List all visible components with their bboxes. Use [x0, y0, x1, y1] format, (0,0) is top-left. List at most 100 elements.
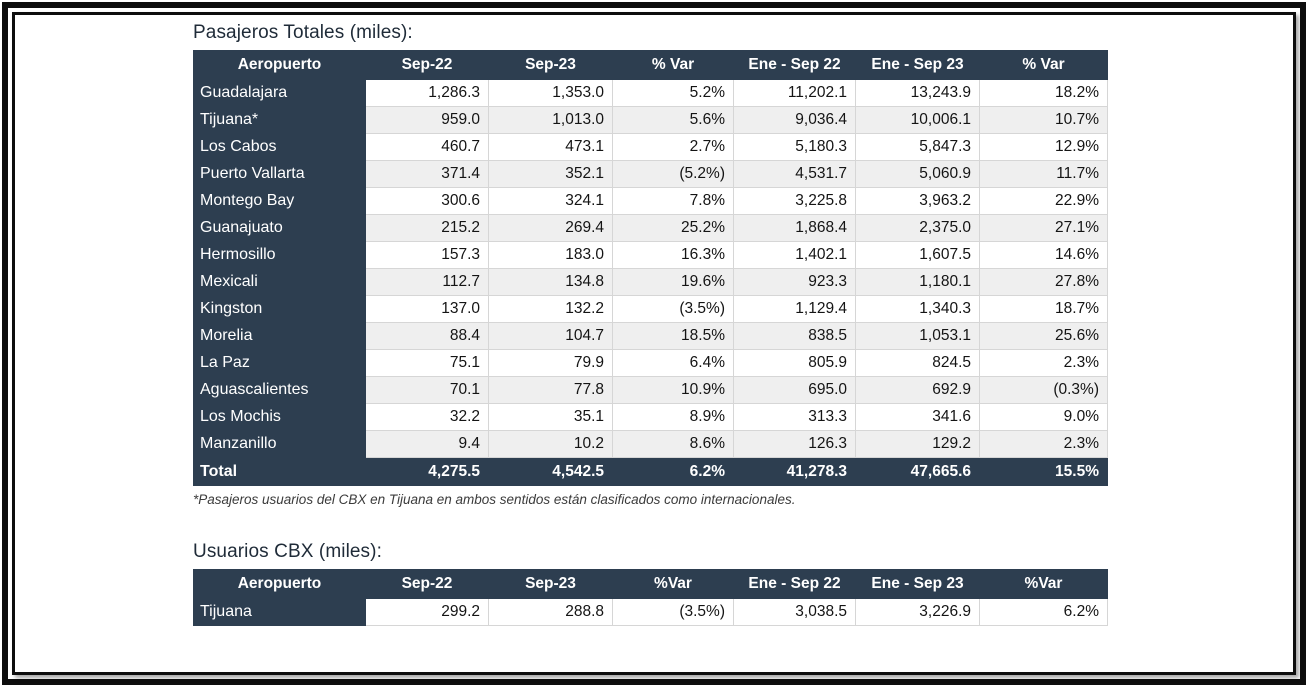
value-cell: 12.9%	[979, 133, 1108, 161]
value-cell: 923.3	[733, 268, 856, 296]
value-cell: 2.7%	[612, 133, 734, 161]
value-cell: 695.0	[733, 376, 856, 404]
value-cell: 5,060.9	[855, 160, 980, 188]
total-passengers-title: Pasajeros Totales (miles):	[193, 22, 413, 43]
value-cell: 79.9	[488, 349, 613, 377]
value-cell: 299.2	[365, 598, 489, 626]
column-header: Sep-22	[365, 50, 489, 80]
table-row: Morelia 88.4 104.7 18.5% 838.5 1,053.1 25.6%	[193, 322, 1108, 350]
value-cell: 10.9%	[612, 376, 734, 404]
total-passengers-table: Aeropuerto Sep-22 Sep-23% Var Ene - Sep 22 E…	[193, 50, 1108, 486]
airport-name-cell: Mexicali	[193, 268, 366, 296]
value-cell: 10.2	[488, 430, 613, 458]
table-row: Guadalajara 1,286.3 1,353.0 5.2% 11,202.1 13,…	[193, 79, 1108, 107]
value-cell: 1,013.0	[488, 106, 613, 134]
column-header: Ene - Sep 22	[733, 50, 856, 80]
value-cell: 27.8%	[979, 268, 1108, 296]
value-cell: 126.3	[733, 430, 856, 458]
value-cell: 19.6%	[612, 268, 734, 296]
value-cell: 35.1	[488, 403, 613, 431]
value-cell: 8.6%	[612, 430, 734, 458]
value-cell: 5.6%	[612, 106, 734, 134]
column-header: Ene - Sep 23	[855, 569, 980, 599]
value-cell: 352.1	[488, 160, 613, 188]
value-cell: 18.7%	[979, 295, 1108, 323]
value-cell: 959.0	[365, 106, 489, 134]
value-cell: 269.4	[488, 214, 613, 242]
cbx-users-table: Aeropuerto Sep-22 Sep-23 %Var Ene - Sep 22 En…	[193, 569, 1108, 626]
value-cell: 1,180.1	[855, 268, 980, 296]
cbx-footnote: *Pasajeros usuarios del CBX en Tijuana e…	[193, 492, 796, 507]
total-value-cell: 6.2%	[612, 457, 734, 486]
total-row: Total 4,275.5 4,542.5 6.2% 41,278.3 47,665.6 1…	[193, 457, 1108, 486]
airport-name-cell: Morelia	[193, 322, 366, 350]
column-header: Sep-23	[488, 50, 613, 80]
table-row: Aguascalientes 70.1 77.8 10.9% 695.0 692.9 (0.…	[193, 376, 1108, 404]
value-cell: 13,243.9	[855, 79, 980, 107]
table-row: Montego Bay 300.6 324.1 7.8% 3,225.8 3,963.2 2…	[193, 187, 1108, 215]
value-cell: 6.4%	[612, 349, 734, 377]
value-cell: 11,202.1	[733, 79, 856, 107]
table-row: Guanajuato 215.2 269.4 25.2% 1,868.4 2,375.0 2…	[193, 214, 1108, 242]
value-cell: 1,053.1	[855, 322, 980, 350]
value-cell: 805.9	[733, 349, 856, 377]
total-value-cell: 4,275.5	[365, 457, 489, 486]
value-cell: 11.7%	[979, 160, 1108, 188]
airport-name-cell: Los Mochis	[193, 403, 366, 431]
value-cell: 313.3	[733, 403, 856, 431]
value-cell: 473.1	[488, 133, 613, 161]
value-cell: 1,286.3	[365, 79, 489, 107]
header-row: Aeropuerto Sep-22 Sep-23% Var Ene - Sep 22 E…	[193, 50, 1108, 80]
value-cell: 838.5	[733, 322, 856, 350]
value-cell: 2,375.0	[855, 214, 980, 242]
value-cell: 70.1	[365, 376, 489, 404]
value-cell: 112.7	[365, 268, 489, 296]
value-cell: 692.9	[855, 376, 980, 404]
table-row: Hermosillo 157.3 183.0 16.3% 1,402.1 1,607.5 1…	[193, 241, 1108, 269]
value-cell: 157.3	[365, 241, 489, 269]
value-cell: 1,340.3	[855, 295, 980, 323]
value-cell: 1,402.1	[733, 241, 856, 269]
value-cell: 129.2	[855, 430, 980, 458]
value-cell: 25.2%	[612, 214, 734, 242]
value-cell: 3,226.9	[855, 598, 980, 626]
cbx-users-section: Usuarios CBX (miles): Aeropuerto Sep-22 Se…	[193, 541, 1108, 626]
value-cell: 300.6	[365, 187, 489, 215]
value-cell: 1,129.4	[733, 295, 856, 323]
value-cell: 10.7%	[979, 106, 1108, 134]
airport-name-cell: La Paz	[193, 349, 366, 377]
value-cell: (5.2%)	[612, 160, 734, 188]
value-cell: 371.4	[365, 160, 489, 188]
value-cell: 27.1%	[979, 214, 1108, 242]
value-cell: 8.9%	[612, 403, 734, 431]
airport-name-cell: Guanajuato	[193, 214, 366, 242]
value-cell: 215.2	[365, 214, 489, 242]
column-header: % Var	[612, 50, 734, 80]
column-header: % Var	[979, 50, 1108, 80]
report-content: Pasajeros Totales (miles): Aeropuerto Sep…	[193, 22, 1108, 626]
airport-name-cell: Hermosillo	[193, 241, 366, 269]
value-cell: 137.0	[365, 295, 489, 323]
total-value-cell: 41,278.3	[733, 457, 856, 486]
value-cell: 104.7	[488, 322, 613, 350]
table-row: Tijuana 299.2 288.8 (3.5%) 3,038.5 3,226.9 6.2…	[193, 598, 1108, 626]
table-row: Manzanillo 9.4 10.2 8.6% 126.3 129.2 2.3%	[193, 430, 1108, 458]
table-row: Tijuana* 959.0 1,013.0 5.6% 9,036.4 10,006.1 1…	[193, 106, 1108, 134]
value-cell: 1,607.5	[855, 241, 980, 269]
airport-name-cell: Montego Bay	[193, 187, 366, 215]
airport-name-cell: Aguascalientes	[193, 376, 366, 404]
header-row: Aeropuerto Sep-22 Sep-23 %Var Ene - Sep 22 En…	[193, 569, 1108, 599]
value-cell: 32.2	[365, 403, 489, 431]
value-cell: 9.0%	[979, 403, 1108, 431]
value-cell: 14.6%	[979, 241, 1108, 269]
value-cell: 1,868.4	[733, 214, 856, 242]
value-cell: 18.5%	[612, 322, 734, 350]
value-cell: 3,963.2	[855, 187, 980, 215]
value-cell: 324.1	[488, 187, 613, 215]
column-header: Sep-22	[365, 569, 489, 599]
column-header: Aeropuerto	[193, 569, 366, 599]
value-cell: (3.5%)	[612, 295, 734, 323]
value-cell: 18.2%	[979, 79, 1108, 107]
value-cell: 7.8%	[612, 187, 734, 215]
airport-name-cell: Kingston	[193, 295, 366, 323]
